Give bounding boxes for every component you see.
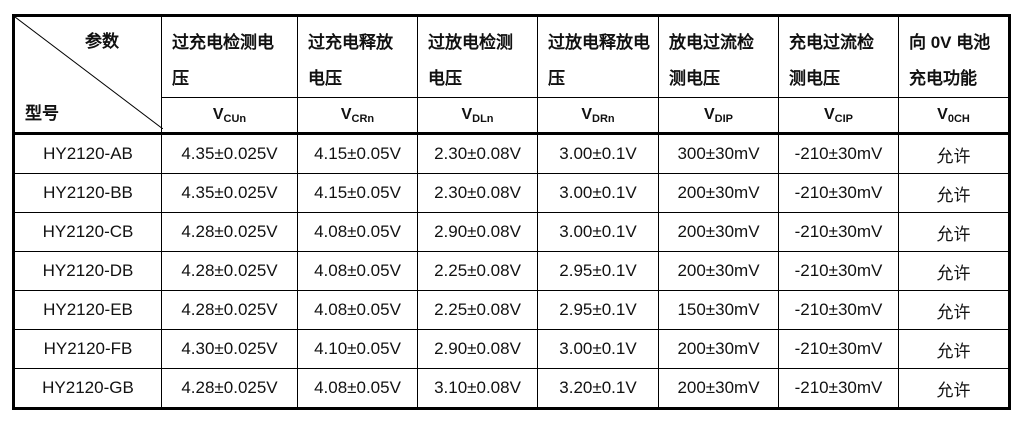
model-cell: HY2120-BB xyxy=(13,173,162,213)
col-symbol: VCUn xyxy=(161,97,298,135)
value-cell: 2.90±0.08V xyxy=(417,212,538,252)
symbol: V xyxy=(461,105,473,123)
model-cell: HY2120-FB xyxy=(13,329,162,369)
col-header: 过充电检测电压 xyxy=(161,15,298,98)
model-label: 型号 xyxy=(25,104,59,123)
value-cell: 4.08±0.05V xyxy=(297,212,418,252)
value-cell: 4.28±0.025V xyxy=(161,368,298,409)
value-cell: 300±30mV xyxy=(658,133,779,174)
value-cell: 2.95±0.1V xyxy=(537,251,659,291)
value-cell: 3.00±0.1V xyxy=(537,133,659,174)
col-symbol: VDLn xyxy=(417,97,538,135)
symbol: V xyxy=(340,105,352,123)
col-symbol: VCIP xyxy=(778,97,899,135)
value-cell: 4.35±0.025V xyxy=(161,173,298,213)
symbol: V xyxy=(937,105,948,123)
value-cell: -210±30mV xyxy=(778,329,899,369)
col-header: 过放电检测电压 xyxy=(417,15,538,98)
value-cell: 允许 xyxy=(898,368,1010,409)
value-cell: 4.28±0.025V xyxy=(161,290,298,330)
symbol-subscript: 0CH xyxy=(947,112,970,125)
model-cell: HY2120-DB xyxy=(13,251,162,291)
symbol-subscript: DRn xyxy=(592,112,615,125)
model-cell: HY2120-AB xyxy=(13,133,162,174)
col-header: 过放电释放电压 xyxy=(537,15,659,98)
value-cell: 2.95±0.1V xyxy=(537,290,659,330)
symbol-subscript: DIP xyxy=(714,112,733,125)
value-cell: 4.35±0.025V xyxy=(161,133,298,174)
value-cell: 4.30±0.025V xyxy=(161,329,298,369)
param-label: 参数 xyxy=(85,32,119,51)
value-cell: 允许 xyxy=(898,251,1010,291)
symbol: V xyxy=(823,105,835,123)
value-cell: 3.10±0.08V xyxy=(417,368,538,409)
header-row: 参数 型号 过充电检测电压 过充电释放电压 过放电检测电压 过放电释放电压 放电… xyxy=(13,15,1010,135)
symbol-subscript: CIP xyxy=(834,112,853,125)
value-cell: 3.00±0.1V xyxy=(537,329,659,369)
value-cell: 200±30mV xyxy=(658,368,779,409)
symbol: V xyxy=(581,105,593,123)
value-cell: 2.30±0.08V xyxy=(417,173,538,213)
value-cell: 4.28±0.025V xyxy=(161,251,298,291)
table-row: HY2120-AB 4.35±0.025V 4.15±0.05V 2.30±0.08V… xyxy=(13,133,1010,174)
value-cell: 150±30mV xyxy=(658,290,779,330)
col-header: 向 0V 电池充电功能 xyxy=(898,15,1010,98)
value-cell: 允许 xyxy=(898,329,1010,369)
value-cell: 2.30±0.08V xyxy=(417,133,538,174)
col-header: 放电过流检测电压 xyxy=(658,15,779,98)
value-cell: 3.00±0.1V xyxy=(537,173,659,213)
symbol-subscript: DLn xyxy=(472,112,494,125)
model-cell: HY2120-CB xyxy=(13,212,162,252)
value-cell: 允许 xyxy=(898,290,1010,330)
symbol-row: VCUn VCRn VDLn VDRn VDIP VCIP V0CH xyxy=(14,97,1010,135)
value-cell: 200±30mV xyxy=(658,173,779,213)
value-cell: 4.15±0.05V xyxy=(297,133,418,174)
value-cell: 3.00±0.1V xyxy=(537,212,659,252)
symbol: V xyxy=(212,105,224,123)
value-cell: 4.15±0.05V xyxy=(297,173,418,213)
symbol: V xyxy=(703,105,715,123)
value-cell: 2.90±0.08V xyxy=(417,329,538,369)
value-cell: -210±30mV xyxy=(778,133,899,174)
value-cell: -210±30mV xyxy=(778,173,899,213)
value-cell: 允许 xyxy=(898,173,1010,213)
col-symbol: VDIP xyxy=(658,97,779,135)
value-cell: 允许 xyxy=(898,212,1010,252)
value-cell: -210±30mV xyxy=(778,290,899,330)
col-symbol: V0CH xyxy=(898,97,1010,135)
table-row: HY2120-DB 4.28±0.025V 4.08±0.05V 2.25±0.08V… xyxy=(13,251,1010,291)
value-cell: 4.08±0.05V xyxy=(297,251,418,291)
value-cell: -210±30mV xyxy=(778,251,899,291)
table-row: HY2120-GB 4.28±0.025V 4.08±0.05V 3.10±0.08V… xyxy=(13,368,1010,409)
spec-table: 参数 型号 过充电检测电压 过充电释放电压 过放电检测电压 过放电释放电压 放电… xyxy=(12,14,1011,410)
table-row: HY2120-FB 4.30±0.025V 4.10±0.05V 2.90±0.08V… xyxy=(13,329,1010,369)
value-cell: -210±30mV xyxy=(778,368,899,409)
table-row: HY2120-BB 4.35±0.025V 4.15±0.05V 2.30±0.08V… xyxy=(13,173,1010,213)
value-cell: 4.08±0.05V xyxy=(297,368,418,409)
value-cell: 2.25±0.08V xyxy=(417,290,538,330)
col-symbol: VCRn xyxy=(297,97,418,135)
value-cell: 200±30mV xyxy=(658,329,779,369)
table-row: HY2120-CB 4.28±0.025V 4.08±0.05V 2.90±0.08V… xyxy=(13,212,1010,252)
col-header: 过充电释放电压 xyxy=(297,15,418,98)
model-cell: HY2120-GB xyxy=(13,368,162,409)
value-cell: 允许 xyxy=(898,133,1010,174)
model-cell: HY2120-EB xyxy=(13,290,162,330)
value-cell: -210±30mV xyxy=(778,212,899,252)
diagonal-line xyxy=(15,17,163,129)
value-cell: 4.28±0.025V xyxy=(161,212,298,252)
col-symbol: VDRn xyxy=(537,97,659,135)
symbol-subscript: CRn xyxy=(351,112,375,125)
value-cell: 4.10±0.05V xyxy=(297,329,418,369)
value-cell: 4.08±0.05V xyxy=(297,290,418,330)
col-header: 充电过流检测电压 xyxy=(778,15,899,98)
corner-cell: 参数 型号 xyxy=(13,15,163,135)
value-cell: 200±30mV xyxy=(658,251,779,291)
table-row: HY2120-EB 4.28±0.025V 4.08±0.05V 2.25±0.08V… xyxy=(13,290,1010,330)
value-cell: 3.20±0.1V xyxy=(537,368,659,409)
value-cell: 200±30mV xyxy=(658,212,779,252)
symbol-subscript: CUn xyxy=(223,112,247,125)
value-cell: 2.25±0.08V xyxy=(417,251,538,291)
